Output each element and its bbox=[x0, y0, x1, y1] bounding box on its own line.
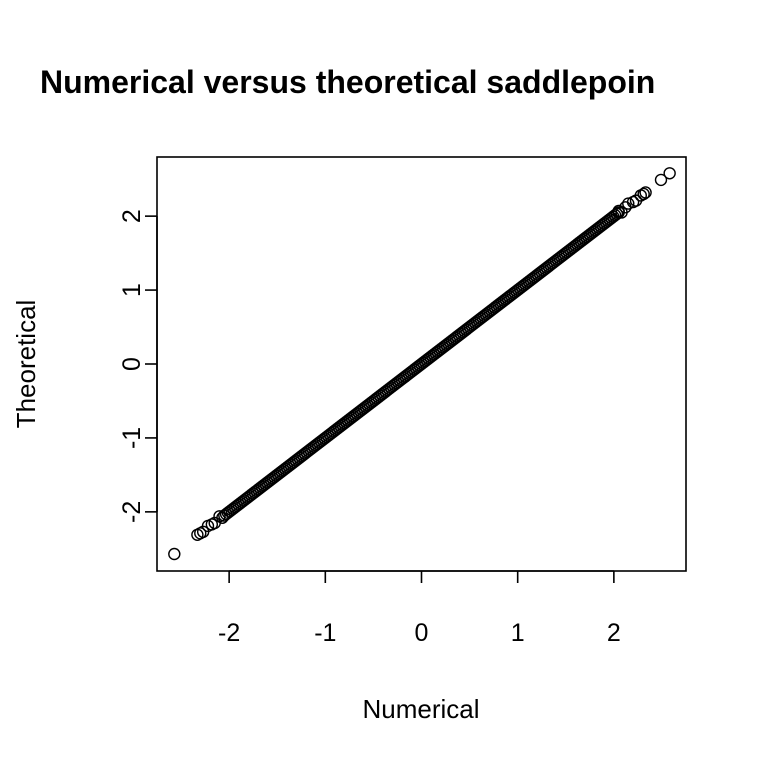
y-axis: -2 -1 0 1 2 bbox=[118, 209, 158, 523]
y-tick-label: 0 bbox=[118, 357, 146, 371]
data-point bbox=[637, 187, 650, 201]
chart-title: Numerical versus theoretical saddlepoin bbox=[40, 64, 655, 100]
plot-frame bbox=[156, 156, 687, 572]
data-point bbox=[168, 547, 181, 561]
data-point bbox=[663, 167, 676, 180]
x-tick-label: -2 bbox=[218, 619, 240, 647]
x-tick-label: 0 bbox=[415, 619, 429, 647]
x-tick-label: 2 bbox=[607, 619, 621, 647]
y-axis-label: Theoretical bbox=[11, 300, 41, 429]
data-point bbox=[216, 511, 229, 524]
y-tick-label: -1 bbox=[118, 427, 146, 449]
x-axis-label: Numerical bbox=[362, 694, 479, 724]
y-tick-label: 1 bbox=[118, 283, 146, 297]
x-axis: -2 -1 0 1 2 bbox=[218, 570, 621, 647]
x-tick-label: 1 bbox=[511, 619, 525, 647]
y-tick-label: 2 bbox=[118, 209, 146, 223]
data-point bbox=[622, 197, 635, 210]
x-tick-label: -1 bbox=[314, 619, 336, 647]
data-point bbox=[610, 207, 624, 221]
data-point bbox=[608, 209, 622, 222]
data-points bbox=[168, 167, 676, 561]
y-tick-label: -2 bbox=[118, 501, 146, 523]
data-point bbox=[654, 173, 668, 187]
data-point bbox=[639, 186, 652, 199]
